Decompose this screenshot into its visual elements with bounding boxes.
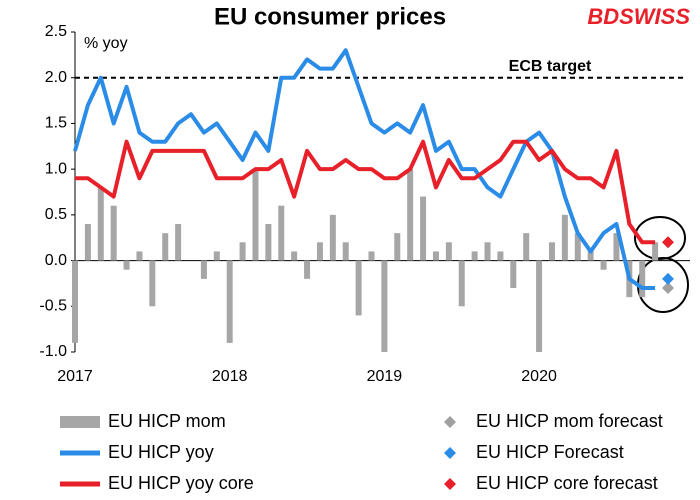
bar — [394, 233, 401, 261]
y-tick-label: 0.5 — [45, 206, 67, 223]
highlight-circle — [637, 257, 689, 313]
bar — [548, 242, 555, 261]
bar — [213, 251, 220, 261]
legend-label: EU HICP yoy — [108, 442, 214, 462]
brand-logo: BDSWISS — [587, 4, 690, 29]
bar — [265, 224, 272, 261]
bar — [497, 251, 504, 261]
x-tick-label: 2020 — [521, 368, 557, 385]
bar — [523, 233, 530, 261]
forecast-marker — [662, 236, 674, 249]
bar — [613, 233, 620, 261]
bar — [304, 260, 311, 279]
bar — [162, 233, 169, 261]
bar — [600, 260, 607, 270]
bar — [536, 260, 543, 352]
bar — [329, 214, 336, 261]
y-tick-label: -0.5 — [39, 298, 67, 315]
bar — [239, 242, 246, 261]
bar — [291, 251, 298, 261]
legend-swatch — [60, 416, 100, 428]
bar — [97, 187, 104, 261]
forecast-marker — [662, 272, 674, 285]
bar — [226, 260, 233, 343]
forecast-marker — [662, 282, 674, 294]
bar — [420, 196, 427, 261]
bar — [136, 251, 143, 261]
bar — [355, 260, 362, 316]
legend-label: EU HICP mom forecast — [476, 411, 663, 431]
bar — [200, 260, 207, 279]
bar — [149, 260, 156, 307]
legend-swatch — [444, 447, 456, 459]
legend-swatch — [444, 416, 456, 428]
bar — [510, 260, 517, 288]
chart-title: EU consumer prices — [214, 3, 446, 30]
bar — [458, 260, 465, 307]
highlight-circle — [634, 216, 686, 260]
bar — [381, 260, 388, 352]
bar — [639, 260, 646, 298]
y-axis-label: % yoy — [84, 35, 128, 52]
bar — [175, 224, 182, 261]
bar — [652, 242, 659, 261]
legend-swatch — [444, 478, 456, 490]
bar — [587, 251, 594, 261]
x-tick-label: 2018 — [212, 368, 248, 385]
target-label: ECB target — [509, 58, 592, 75]
bar — [445, 242, 452, 261]
bar — [123, 260, 130, 270]
bar — [471, 251, 478, 261]
x-tick-label: 2019 — [367, 368, 403, 385]
bar — [84, 224, 91, 261]
bar — [574, 233, 581, 261]
bar — [72, 260, 78, 343]
bar — [432, 251, 439, 261]
bar — [316, 242, 323, 261]
legend-label: EU HICP core forecast — [476, 473, 658, 493]
bar — [278, 205, 285, 261]
y-tick-label: 0.0 — [45, 252, 67, 269]
line — [73, 48, 656, 290]
bar — [407, 169, 414, 261]
bar — [252, 169, 259, 261]
x-tick-label: 2017 — [57, 368, 93, 385]
bar — [342, 242, 349, 261]
bar — [110, 205, 117, 261]
y-tick-label: 1.0 — [45, 160, 67, 177]
legend-label: EU HICP yoy core — [108, 473, 254, 493]
bar — [368, 251, 375, 261]
y-tick-label: 2.5 — [45, 23, 67, 40]
legend-label: EU HICP mom — [108, 411, 226, 431]
line — [75, 139, 656, 245]
bar — [484, 242, 491, 261]
y-tick-label: 2.0 — [45, 69, 67, 86]
y-tick-label: 1.5 — [45, 115, 67, 132]
y-tick-label: -1.0 — [39, 343, 67, 360]
legend-label: EU HICP Forecast — [476, 442, 624, 462]
bar — [561, 214, 568, 261]
